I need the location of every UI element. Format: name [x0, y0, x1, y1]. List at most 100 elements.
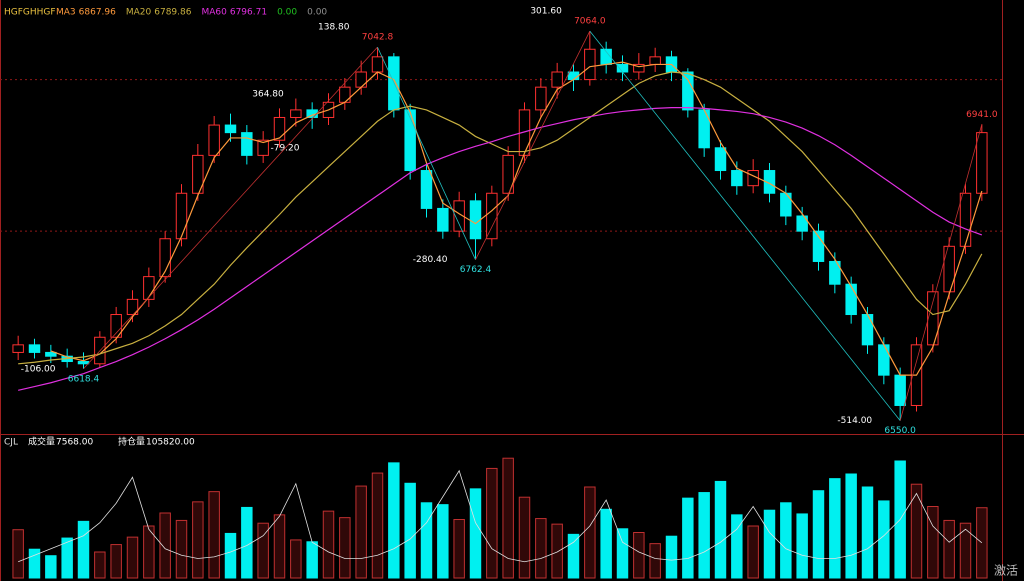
zigzag-line: [83, 46, 378, 370]
change-label: -106.00: [21, 364, 56, 374]
volume-bar: [45, 555, 57, 579]
extreme-label: 7042.8: [362, 33, 394, 43]
candle-body: [829, 260, 841, 285]
zigzag-line: [589, 30, 901, 421]
header: HGFGHHGF MA3 6867.96 MA20 6789.86 MA60 6796.7…: [4, 8, 327, 18]
candle-body: [453, 200, 465, 232]
candle-body: [698, 109, 710, 149]
volume-bar: [861, 486, 874, 579]
candle-body: [175, 192, 188, 240]
candle-body: [535, 86, 547, 111]
candle-body: [469, 200, 482, 240]
open-interest-line: [18, 469, 983, 563]
volume-bar: [437, 504, 449, 579]
volume-bar: [388, 462, 400, 579]
candle-body: [518, 109, 531, 156]
volume-value: 7568.00: [56, 438, 93, 448]
candle-body: [812, 230, 825, 262]
candle-body: [224, 124, 237, 134]
candle-body: [894, 374, 906, 406]
candle-body: [290, 109, 302, 118]
candle-body: [420, 170, 433, 209]
volume-bar: [763, 509, 776, 579]
indicator-name: MA60: [201, 8, 227, 18]
candle-body: [110, 314, 122, 338]
extreme-label: 6618.4: [68, 374, 100, 384]
volume-bar: [469, 488, 482, 579]
volume-bar: [208, 491, 220, 579]
candle-body: [159, 238, 171, 278]
volume-bar: [502, 457, 514, 579]
volume-bar: [551, 523, 563, 579]
candle-body: [437, 207, 449, 232]
volume-bar: [731, 514, 743, 579]
volume-bar: [943, 519, 955, 579]
volume-bar: [306, 541, 318, 579]
candle-body: [77, 361, 90, 365]
change-label: 364.80: [252, 90, 284, 100]
candle-body: [731, 170, 743, 187]
candle-body: [714, 147, 727, 172]
volume-bar: [420, 502, 433, 579]
candle-body: [780, 192, 792, 217]
candle-body: [192, 154, 204, 194]
volume-bar: [175, 519, 188, 579]
volume-bar: [649, 543, 661, 579]
volume-bar: [404, 482, 416, 579]
volume-bar: [322, 510, 335, 579]
volume-bar: [665, 535, 678, 579]
indicator-name: MA20: [126, 8, 152, 18]
volume-bar: [959, 522, 972, 579]
candle-body: [126, 298, 139, 316]
oi-value: 105820.00: [146, 438, 195, 448]
volume-bar: [812, 490, 825, 579]
candle-body: [878, 344, 890, 376]
candle-body: [763, 170, 776, 194]
indicator-value: 6796.71: [230, 8, 267, 18]
candle-body: [355, 71, 367, 88]
volume-bar: [584, 486, 596, 579]
candle-body: [339, 86, 351, 103]
candle-body: [143, 276, 155, 300]
candle-body: [927, 291, 939, 346]
candle-body: [976, 132, 988, 194]
volume-bar: [94, 551, 106, 579]
candle-body: [584, 48, 596, 81]
volume-bar: [567, 533, 580, 579]
candle-body: [28, 344, 41, 353]
volume-bar: [241, 506, 253, 579]
indicator-value: 6789.86: [154, 8, 191, 18]
volume-bar: [714, 480, 727, 579]
volume-bar: [910, 483, 923, 579]
candle-body: [502, 154, 514, 194]
change-label: -514.00: [837, 416, 872, 426]
volume-bar: [77, 520, 90, 579]
change-label: 301.60: [530, 7, 562, 17]
volume-bar: [616, 528, 629, 579]
candle-body: [616, 63, 629, 73]
candle-body: [273, 116, 286, 141]
volume-bar: [486, 467, 498, 579]
volume-bar: [159, 512, 171, 579]
candle-body: [208, 124, 220, 156]
ma-line: [18, 107, 983, 391]
candle-body: [943, 245, 955, 293]
volume-label: 成交量: [28, 436, 55, 448]
volume-bar: [61, 537, 73, 579]
indicator-value: 0.00: [277, 8, 297, 18]
volume-bar: [273, 514, 286, 579]
candle-body: [551, 71, 563, 88]
volume-bar: [698, 492, 710, 579]
volume-bar: [780, 502, 792, 579]
candle-body: [45, 351, 57, 357]
candle-body: [649, 56, 661, 65]
symbol[interactable]: HGFGHHGF: [4, 8, 56, 18]
volume-bar: [28, 548, 41, 579]
candle-body: [845, 283, 857, 316]
oi-label: 持仓量: [118, 436, 145, 448]
volume-bar: [600, 508, 612, 579]
volume-bar: [110, 544, 122, 579]
candle-body: [861, 314, 874, 346]
